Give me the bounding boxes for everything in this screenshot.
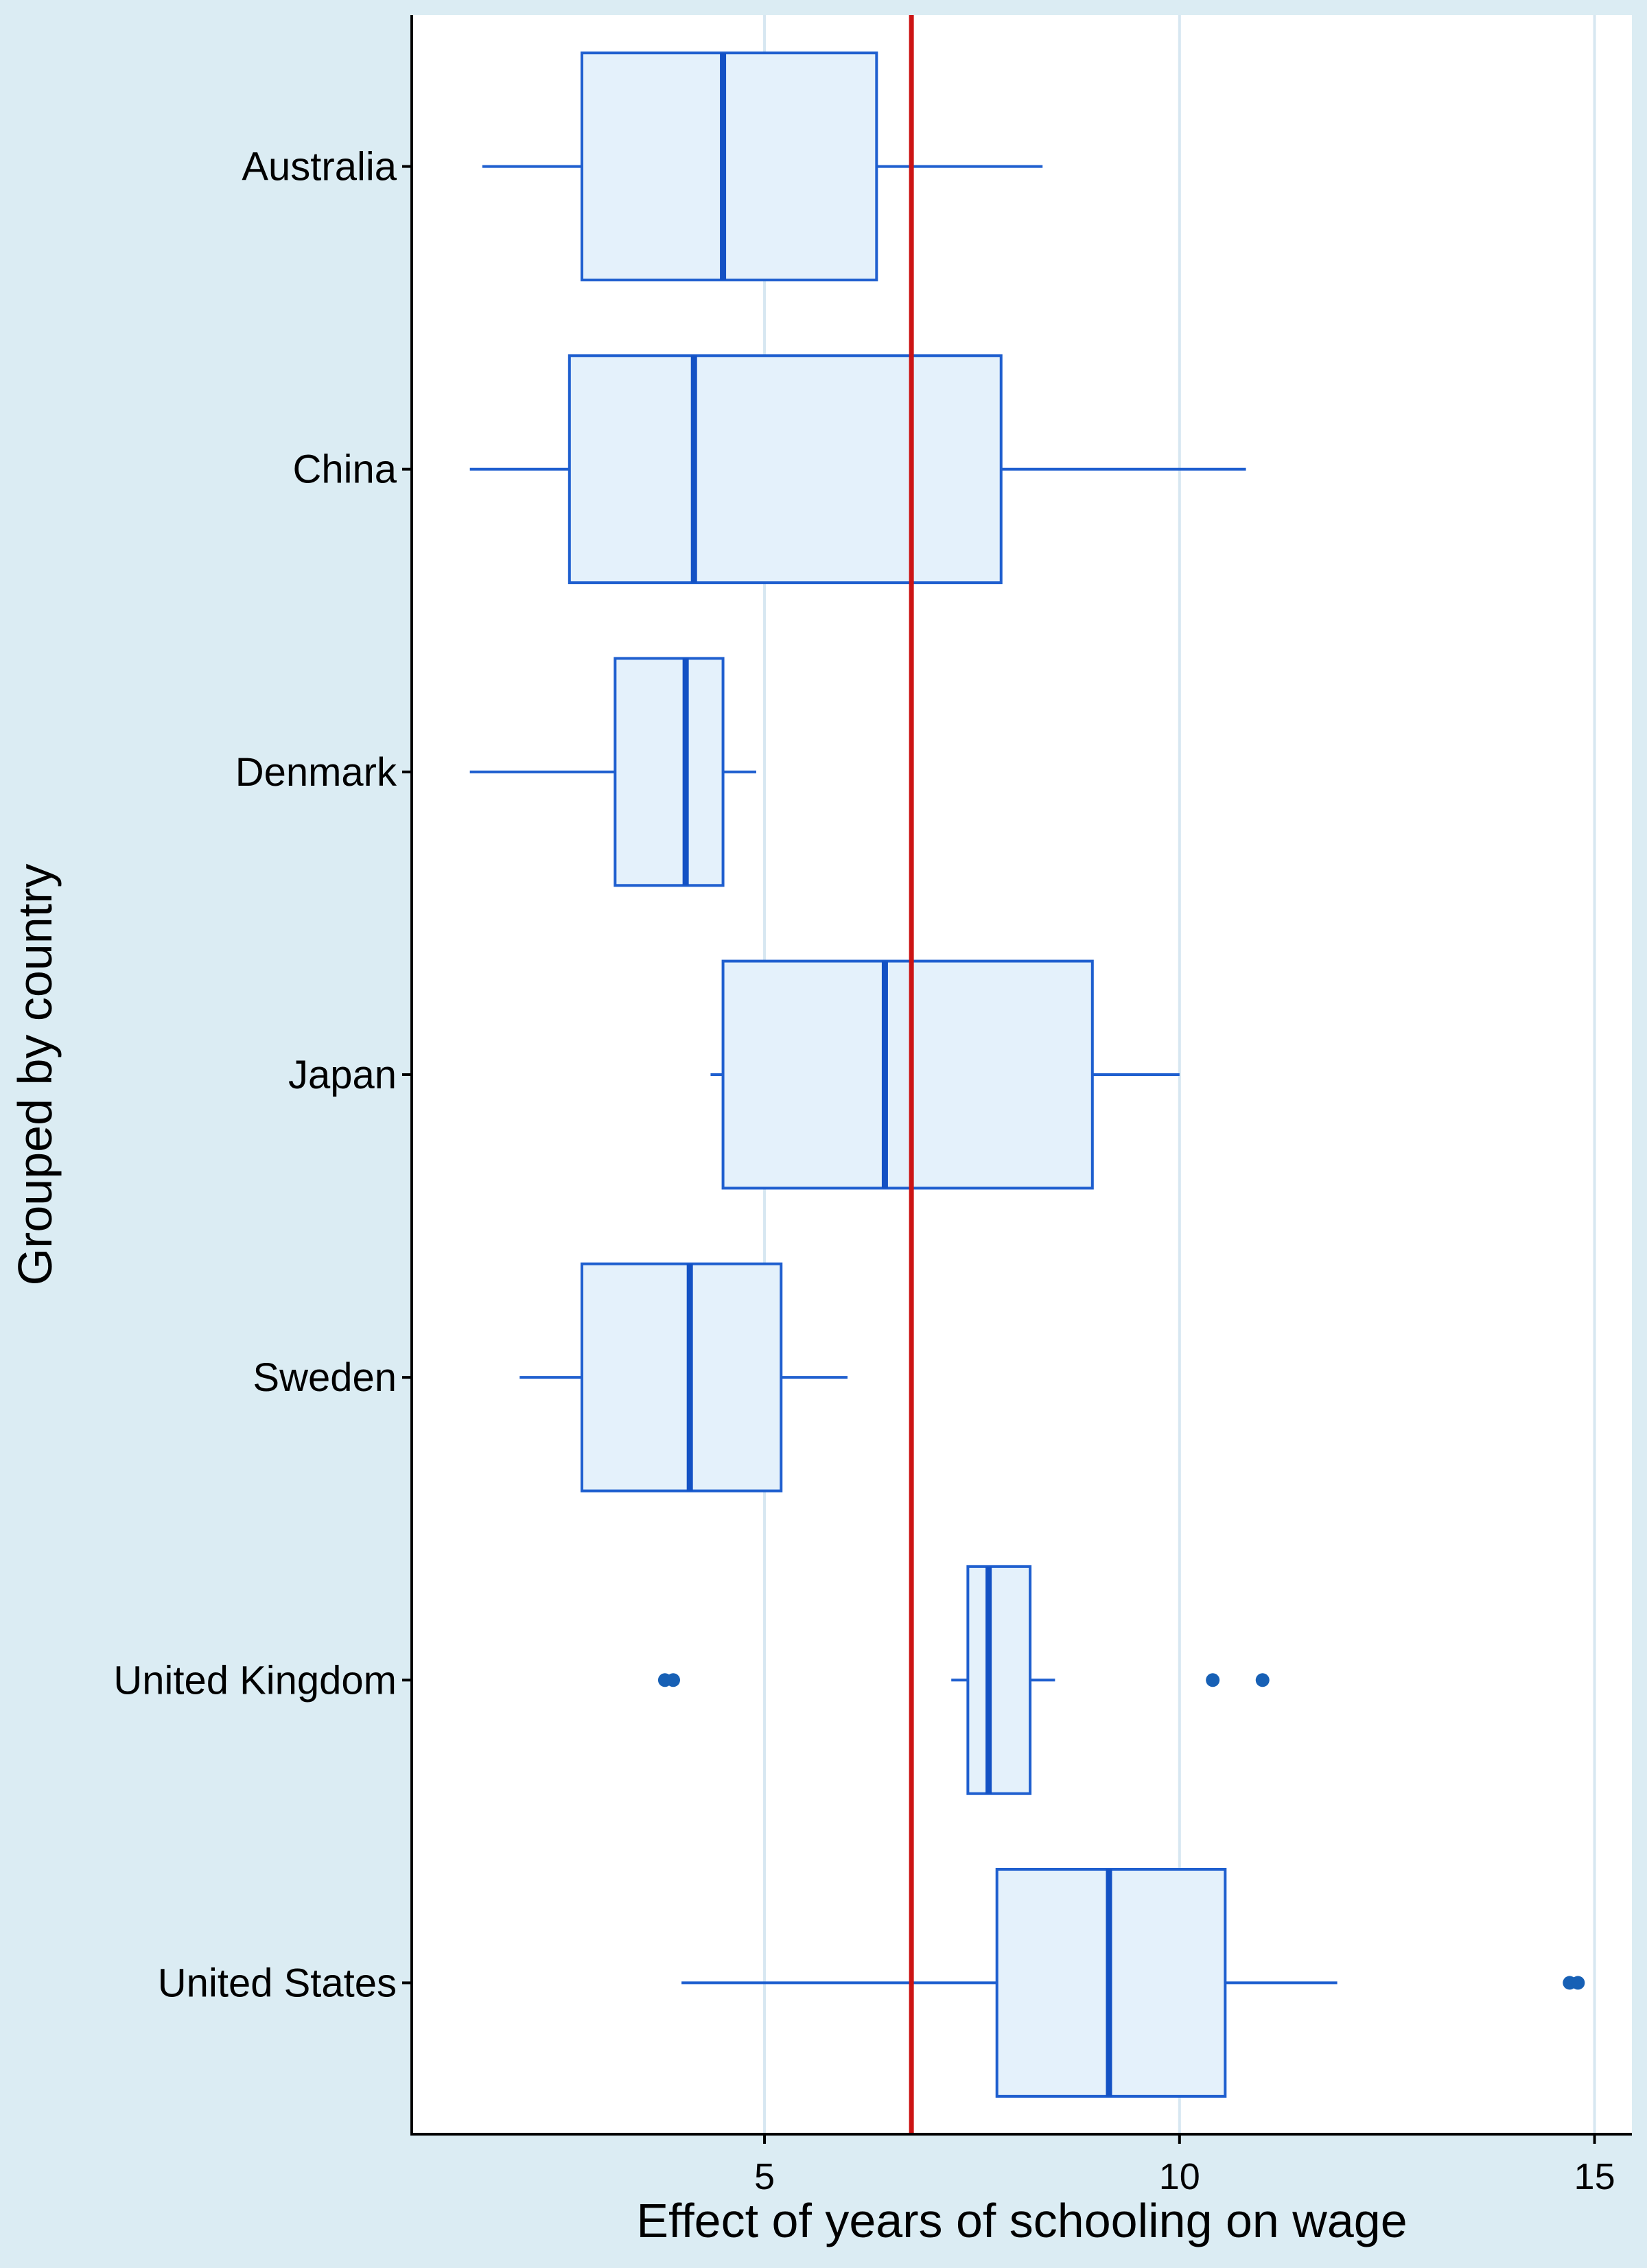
y-axis-label: Grouped by country: [8, 864, 62, 1286]
outlier-point-united-states-1: [1571, 1976, 1585, 1990]
y-tick-label-japan: Japan: [288, 1053, 397, 1097]
y-tick-label-australia: Australia: [242, 145, 397, 189]
iqr-box-australia: [580, 51, 878, 282]
x-tick-label-5: 5: [754, 2156, 775, 2197]
y-tick-label-united-states: United States: [158, 1961, 397, 2005]
outlier-point-united-kingdom-3: [1255, 1673, 1270, 1687]
outlier-point-united-kingdom-1: [666, 1673, 680, 1687]
x-axis-label: Effect of years of schooling on wage: [636, 2194, 1407, 2247]
outlier-point-united-kingdom-2: [1206, 1673, 1220, 1687]
box-sweden: [519, 1262, 848, 1493]
x-tick-label-15: 15: [1574, 2156, 1615, 2197]
box-united-states: [681, 1868, 1585, 2098]
y-tick-label-sweden: Sweden: [253, 1355, 397, 1400]
y-tick-label-united-kingdom: United Kingdom: [113, 1658, 397, 1703]
iqr-box-japan: [721, 959, 1094, 1190]
x-tick-label-10: 10: [1159, 2156, 1200, 2197]
box-japan: [710, 959, 1180, 1190]
box-denmark: [469, 657, 756, 887]
y-tick-label-china: China: [292, 447, 397, 492]
box-layer: [469, 51, 1585, 2098]
iqr-box-denmark: [614, 657, 725, 887]
box-australia: [482, 51, 1043, 282]
y-tick-label-denmark: Denmark: [235, 750, 397, 795]
iqr-box-united-kingdom: [966, 1565, 1032, 1795]
box-united-kingdom: [657, 1565, 1270, 1795]
iqr-box-sweden: [580, 1262, 783, 1493]
box-china: [469, 354, 1246, 585]
axis-layer: 5 10 15 Australia China Denmark Japan Sweden Uni…: [113, 15, 1632, 2197]
iqr-box-china: [568, 354, 1003, 585]
